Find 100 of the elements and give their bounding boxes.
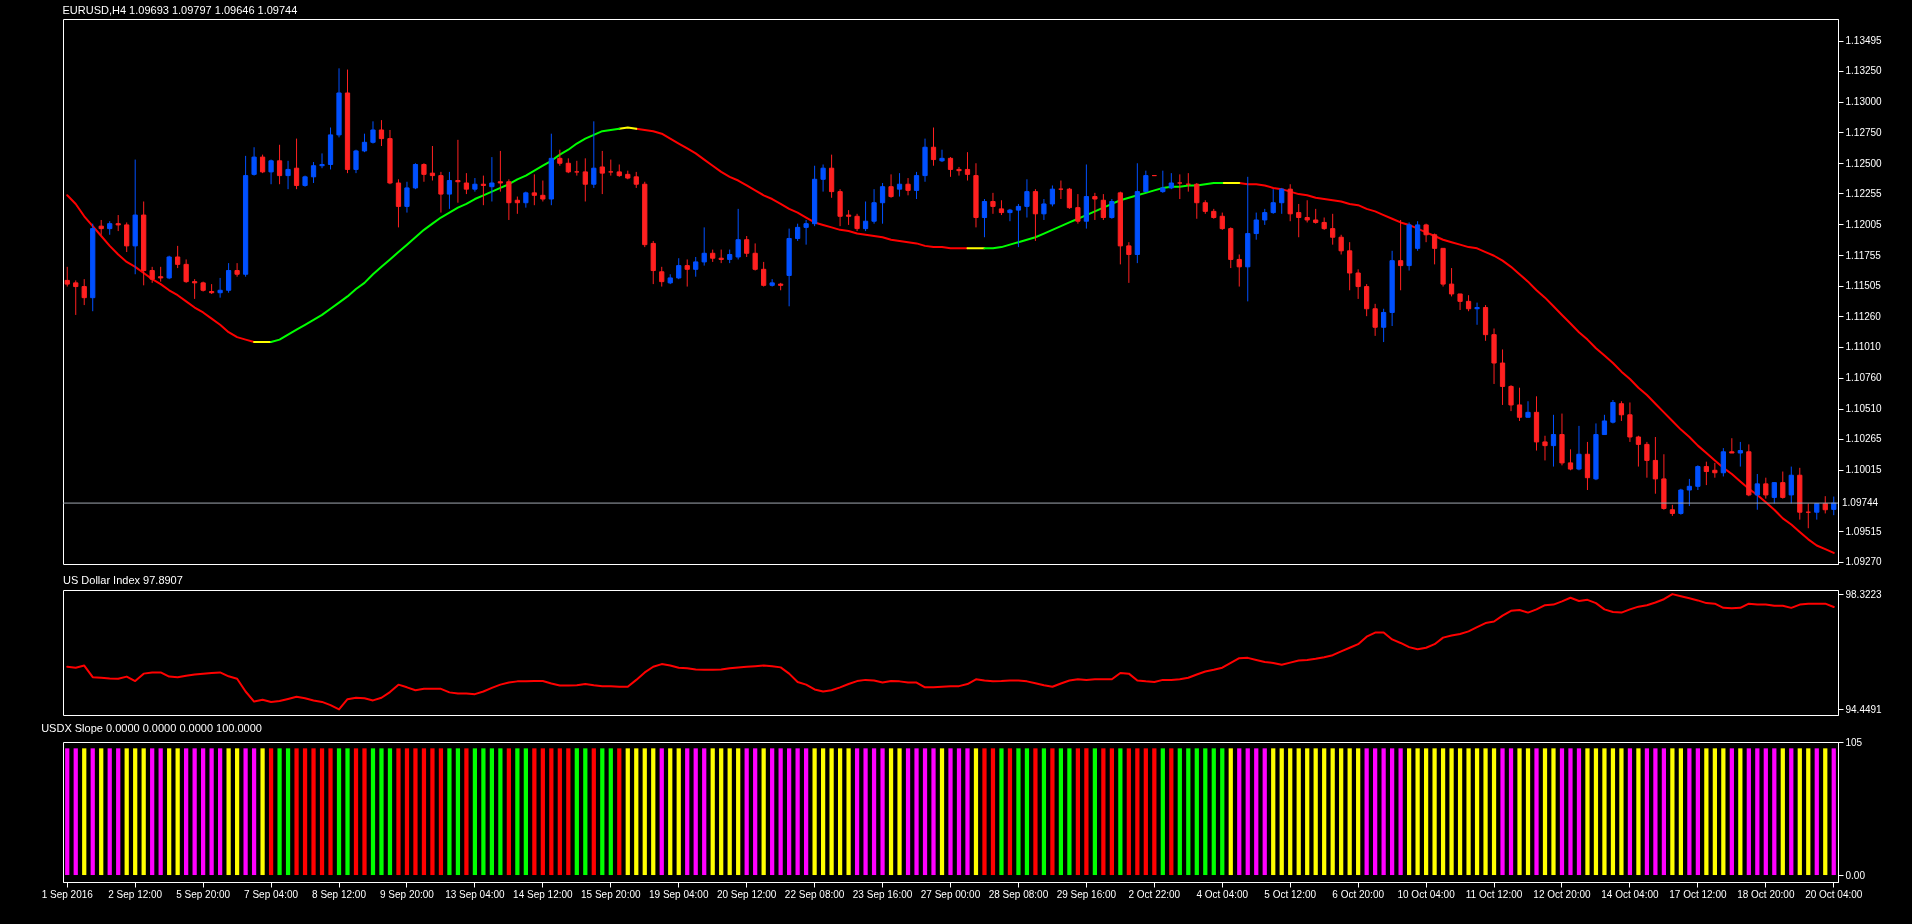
candlestick: [1338, 234, 1344, 256]
candlestick: [599, 150, 605, 195]
candlestick: [446, 171, 453, 210]
candlestick: [438, 171, 444, 214]
line-series: [66, 593, 1835, 711]
x-tick-label: 27 Sep 00:00: [920, 888, 981, 900]
candlestick: [1414, 220, 1421, 252]
candlestick: [378, 119, 385, 147]
candlestick: [1372, 303, 1378, 337]
candlestick: [591, 120, 597, 189]
y-tick-label: 1.12255: [1845, 187, 1883, 199]
candlestick: [1763, 477, 1769, 500]
x-tick-label: 1 Sep 2016: [41, 888, 94, 900]
x-tick-label: 5 Oct 12:00: [1264, 888, 1317, 900]
y-tick-label: 94.4491: [1845, 703, 1883, 715]
candlestick: [1720, 447, 1726, 477]
x-tick-label: 20 Oct 04:00: [1805, 888, 1863, 900]
candlestick: [1330, 213, 1336, 246]
candlestick: [1448, 267, 1455, 297]
candlestick: [310, 161, 317, 184]
candlestick: [404, 181, 410, 214]
candlestick: [319, 152, 325, 169]
candlestick: [489, 156, 495, 202]
x-tick-label: 6 Oct 20:00: [1332, 888, 1385, 900]
candlestick: [1431, 233, 1438, 265]
candlestick: [1381, 308, 1387, 343]
x-tick-label: 17 Oct 12:00: [1669, 888, 1727, 900]
candlestick: [1516, 387, 1523, 422]
candlestick: [531, 173, 537, 206]
candlestick: [1686, 478, 1692, 507]
ref-line-label: 1.09744: [1842, 497, 1879, 509]
candlestick: [1304, 199, 1310, 223]
candlestick: [1754, 473, 1760, 511]
candlestick: [395, 178, 402, 228]
x-tick-label: 18 Oct 20:00: [1737, 888, 1795, 900]
x-tick-label: 11 Oct 12:00: [1465, 888, 1523, 900]
x-tick-label: 5 Sep 20:00: [176, 888, 231, 900]
y-tick-label: 1.13495: [1845, 35, 1883, 47]
y-tick-label: 1.10510: [1845, 403, 1883, 415]
candlestick: [1525, 400, 1531, 418]
y-tick-label: 1.09515: [1845, 525, 1883, 537]
y-tick-label: 1.10265: [1845, 433, 1883, 445]
candlestick: [1780, 471, 1786, 500]
candlestick: [472, 177, 478, 193]
x-tick-label: 14 Sep 12:00: [513, 888, 574, 900]
x-tick-label: 9 Sep 20:00: [379, 888, 435, 900]
candlestick: [285, 160, 291, 190]
candlestick: [1279, 187, 1285, 215]
candlestick: [1601, 414, 1608, 436]
y-tick-label: 1.11505: [1845, 280, 1882, 292]
candlestick: [412, 162, 419, 190]
candlestick: [1644, 441, 1650, 479]
candlestick: [1126, 241, 1132, 284]
y-tick-label: 1.12750: [1845, 126, 1883, 138]
candlestick: [1703, 461, 1709, 486]
y-tick-label: 0.00: [1845, 869, 1866, 881]
x-tick-label: 23 Sep 16:00: [852, 888, 913, 900]
candlestick: [1499, 348, 1506, 406]
x-tick-label: 12 Oct 20:00: [1533, 888, 1592, 900]
candlestick: [1508, 384, 1514, 412]
y-tick-label: 1.12005: [1845, 218, 1883, 230]
y-tick-label: 1.11010: [1845, 341, 1882, 353]
x-tick-label: 10 Oct 04:00: [1397, 888, 1456, 900]
candlestick: [1576, 425, 1582, 471]
candlestick: [1270, 188, 1276, 215]
x-tick-label: 19 Sep 04:00: [648, 888, 709, 900]
candlestick: [1652, 436, 1659, 495]
x-tick-label: 20 Sep 12:00: [716, 888, 777, 900]
x-tick-label: 8 Sep 12:00: [312, 888, 367, 900]
candlestick: [1398, 219, 1404, 291]
candlestick: [276, 144, 283, 185]
y-tick-label: 1.11755: [1845, 249, 1882, 261]
candlestick: [268, 159, 274, 185]
x-tick-label: 28 Sep 08:00: [988, 888, 1049, 900]
candlestick: [480, 175, 487, 206]
candlestick: [540, 180, 546, 202]
candlestick: [1618, 400, 1625, 422]
candlestick: [1253, 212, 1259, 241]
x-tick-label: 14 Oct 04:00: [1601, 888, 1659, 900]
candlestick: [1542, 435, 1548, 461]
candlestick: [761, 261, 767, 288]
chart-title: EURUSD,H4 1.09693 1.09797 1.09646 1.09744: [62, 4, 298, 16]
candlestick: [421, 162, 427, 183]
x-tick-label: 15 Sep 20:00: [581, 888, 641, 900]
y-tick-label: 1.10760: [1845, 372, 1883, 384]
y-tick-label: 1.12500: [1845, 157, 1883, 169]
chart-title: US Dollar Index 97.8907: [63, 574, 183, 587]
candlestick: [1364, 283, 1370, 317]
candlestick: [497, 150, 503, 193]
x-tick-label: 2 Sep 12:00: [108, 888, 163, 900]
candlestick: [429, 145, 436, 182]
candlestick: [752, 242, 758, 272]
candlestick: [1695, 464, 1701, 491]
candlestick: [684, 258, 690, 288]
y-tick-label: 105: [1845, 736, 1863, 748]
candlestick: [1627, 401, 1633, 443]
candlestick: [1474, 302, 1480, 326]
candlestick: [1712, 462, 1718, 479]
candlestick: [1737, 441, 1743, 468]
candlestick: [582, 157, 588, 202]
